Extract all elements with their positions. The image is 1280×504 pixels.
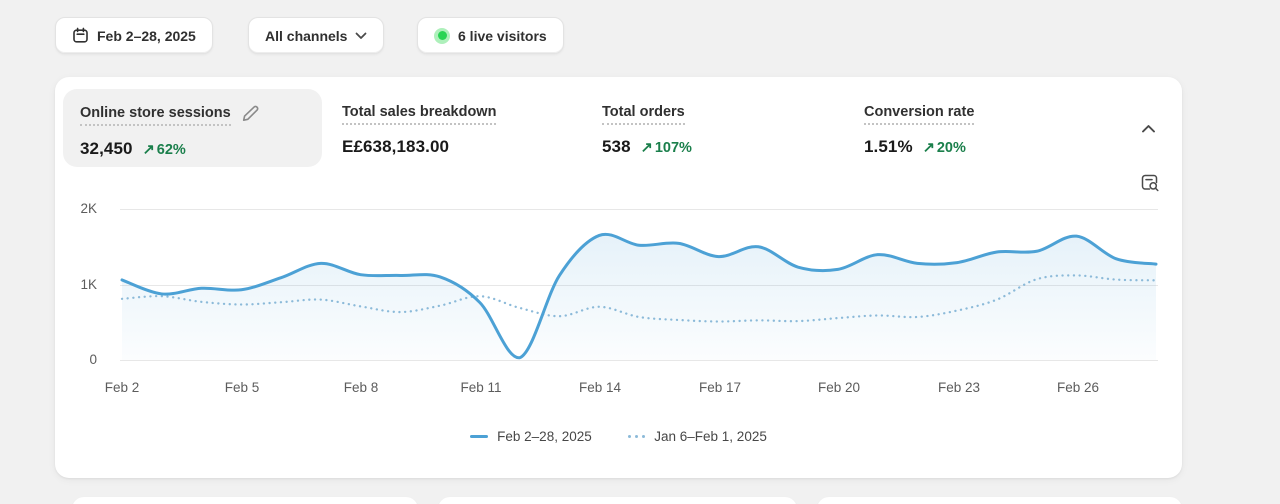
analytics-card: Online store sessions 32,450 ↗ 62% Total … <box>55 77 1182 478</box>
x-axis-tick: Feb 26 <box>1056 380 1100 395</box>
metric-delta: ↗ 20% <box>922 140 966 156</box>
legend-label: Jan 6–Feb 1, 2025 <box>654 429 767 444</box>
metric-tile-online-store-sessions[interactable]: Online store sessions 32,450 ↗ 62% <box>63 89 322 167</box>
metric-delta: ↗ 62% <box>142 142 186 158</box>
legend-solid-line-icon <box>470 434 489 439</box>
metric-tile-conversion-rate[interactable]: Conversion rate 1.51% ↗ 20% <box>848 89 1106 167</box>
metric-label: Total sales breakdown <box>342 104 497 125</box>
x-axis-tick: Feb 20 <box>817 380 861 395</box>
legend-item-previous-period: Jan 6–Feb 1, 2025 <box>627 429 767 444</box>
trend-up-icon: ↗ <box>142 142 155 158</box>
chevron-down-icon <box>355 32 367 40</box>
x-axis-tick: Feb 2 <box>104 380 140 395</box>
y-axis-tick: 2K <box>80 201 97 216</box>
metric-value: 1.51% <box>864 137 913 156</box>
x-axis-tick: Feb 5 <box>224 380 260 395</box>
x-axis-tick: Feb 14 <box>578 380 622 395</box>
legend-label: Feb 2–28, 2025 <box>497 429 592 444</box>
previous-period-line <box>120 274 1158 323</box>
live-indicator-icon <box>434 27 450 44</box>
metric-label: Conversion rate <box>864 104 975 125</box>
calendar-icon <box>72 27 89 44</box>
x-axis-tick: Feb 8 <box>343 380 379 395</box>
current-period-area <box>122 234 1156 360</box>
chart-legend: Feb 2–28, 2025 Jan 6–Feb 1, 2025 <box>55 429 1182 444</box>
x-axis-tick: Feb 11 <box>460 380 502 395</box>
metric-delta: ↗ 107% <box>640 140 692 156</box>
date-range-picker[interactable]: Feb 2–28, 2025 <box>55 17 213 54</box>
partial-card-1 <box>72 497 418 504</box>
current-period-line <box>120 232 1158 360</box>
date-range-label: Feb 2–28, 2025 <box>97 27 196 44</box>
trend-up-icon: ↗ <box>922 140 935 156</box>
legend-dotted-line-icon <box>627 434 646 439</box>
gridline-0 <box>120 360 1158 361</box>
edit-pencil-icon[interactable] <box>241 104 259 127</box>
metric-label: Total orders <box>602 104 685 125</box>
metric-value: 32,450 <box>80 139 133 158</box>
y-axis-tick: 0 <box>89 352 97 367</box>
sessions-line-chart[interactable] <box>120 199 1158 374</box>
gridline-2k <box>120 209 1158 210</box>
metric-value: E£638,183.00 <box>342 137 450 156</box>
y-axis-tick: 1K <box>80 277 97 292</box>
collapse-chart-button[interactable] <box>1141 121 1156 139</box>
channel-filter-label: All channels <box>265 27 348 44</box>
view-report-search-icon[interactable] <box>1140 173 1161 199</box>
x-axis-tick: Feb 23 <box>937 380 981 395</box>
channel-filter-dropdown[interactable]: All channels <box>248 17 385 54</box>
live-visitors-button[interactable]: 6 live visitors <box>417 17 564 54</box>
metric-value: 538 <box>602 137 631 156</box>
legend-item-current-period: Feb 2–28, 2025 <box>470 429 592 444</box>
metric-tile-total-orders[interactable]: Total orders 538 ↗ 107% <box>586 89 844 167</box>
trend-up-icon: ↗ <box>640 140 653 156</box>
partial-card-3 <box>817 497 1182 504</box>
metric-label: Online store sessions <box>80 105 231 126</box>
metric-tile-total-sales[interactable]: Total sales breakdown E£638,183.00 <box>326 89 582 167</box>
partial-card-2 <box>438 497 797 504</box>
x-axis-tick: Feb 17 <box>698 380 742 395</box>
live-visitors-label: 6 live visitors <box>458 27 547 44</box>
